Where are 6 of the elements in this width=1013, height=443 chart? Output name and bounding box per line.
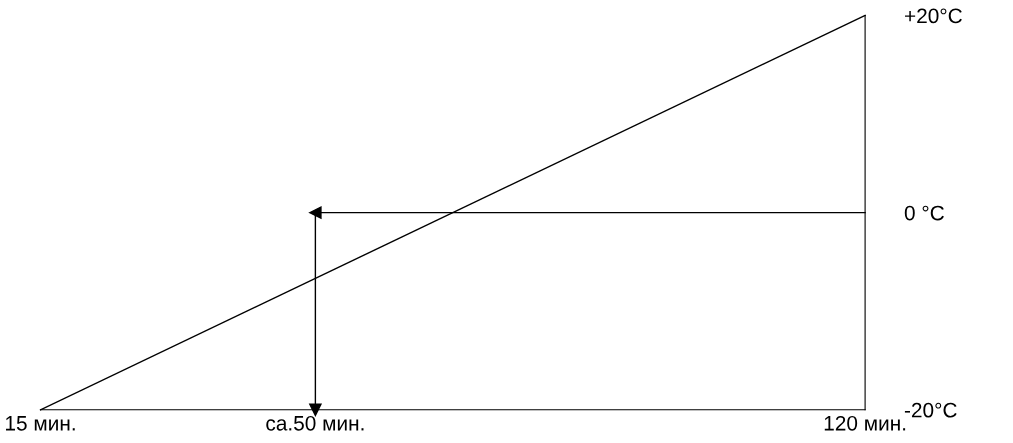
x-tick-label: 120 мин. bbox=[824, 415, 906, 431]
x-tick-label: 15 мин. bbox=[6, 416, 75, 431]
y-tick-label: -20°C bbox=[904, 402, 957, 418]
x-tick-label: ca.50 мин. bbox=[266, 415, 364, 431]
y-tick-label: +20°C bbox=[905, 8, 962, 24]
y-tick-label: 0 °C bbox=[904, 205, 944, 221]
